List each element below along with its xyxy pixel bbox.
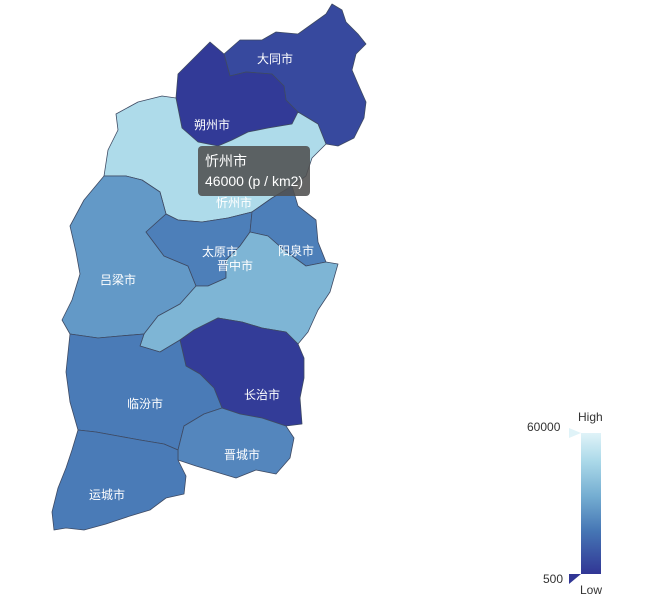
label-datong: 大同市 bbox=[257, 51, 293, 66]
label-shuozhou: 朔州市 bbox=[194, 117, 230, 132]
label-lvliang: 吕梁市 bbox=[100, 272, 136, 287]
visual-map-gradient-bar[interactable] bbox=[581, 433, 601, 574]
region-yuncheng[interactable] bbox=[51, 429, 187, 531]
label-layer: 大同市 朔州市 忻州市 吕梁市 太原市 阳泉市 晋中市 长治市 临汾市 晋城市 … bbox=[89, 51, 314, 502]
label-yuncheng: 运城市 bbox=[89, 487, 125, 502]
visual-map-min-label: 500 bbox=[543, 572, 563, 586]
label-jinzhong: 晋中市 bbox=[217, 258, 253, 273]
label-taiyuan: 太原市 bbox=[202, 244, 238, 259]
tooltip-value: 46000 (p / km2) bbox=[205, 173, 304, 189]
label-yangquan: 阳泉市 bbox=[278, 243, 314, 258]
label-jincheng: 晋城市 bbox=[224, 447, 260, 462]
region-layer bbox=[51, 3, 367, 531]
visual-map-high-text: High bbox=[578, 410, 603, 424]
label-changzhi: 长治市 bbox=[244, 387, 280, 402]
visual-map-low-text: Low bbox=[580, 583, 602, 596]
label-xinzhou: 忻州市 bbox=[216, 195, 252, 210]
visual-map-max-label: 60000 bbox=[527, 420, 561, 434]
label-linfen: 临汾市 bbox=[127, 396, 163, 411]
tooltip-title: 忻州市 bbox=[205, 153, 247, 169]
visual-map-legend: High 60000 500 Low bbox=[527, 410, 603, 596]
visual-map-min-handle[interactable] bbox=[569, 574, 581, 584]
visual-map-max-handle[interactable] bbox=[569, 428, 581, 438]
region-jincheng[interactable] bbox=[177, 407, 295, 479]
tooltip: 忻州市 46000 (p / km2) bbox=[198, 146, 311, 196]
